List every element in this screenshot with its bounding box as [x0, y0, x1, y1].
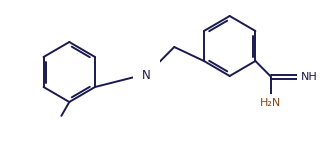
- Text: NH: NH: [300, 72, 317, 82]
- Text: N: N: [142, 69, 151, 82]
- Text: H₂N: H₂N: [260, 98, 282, 108]
